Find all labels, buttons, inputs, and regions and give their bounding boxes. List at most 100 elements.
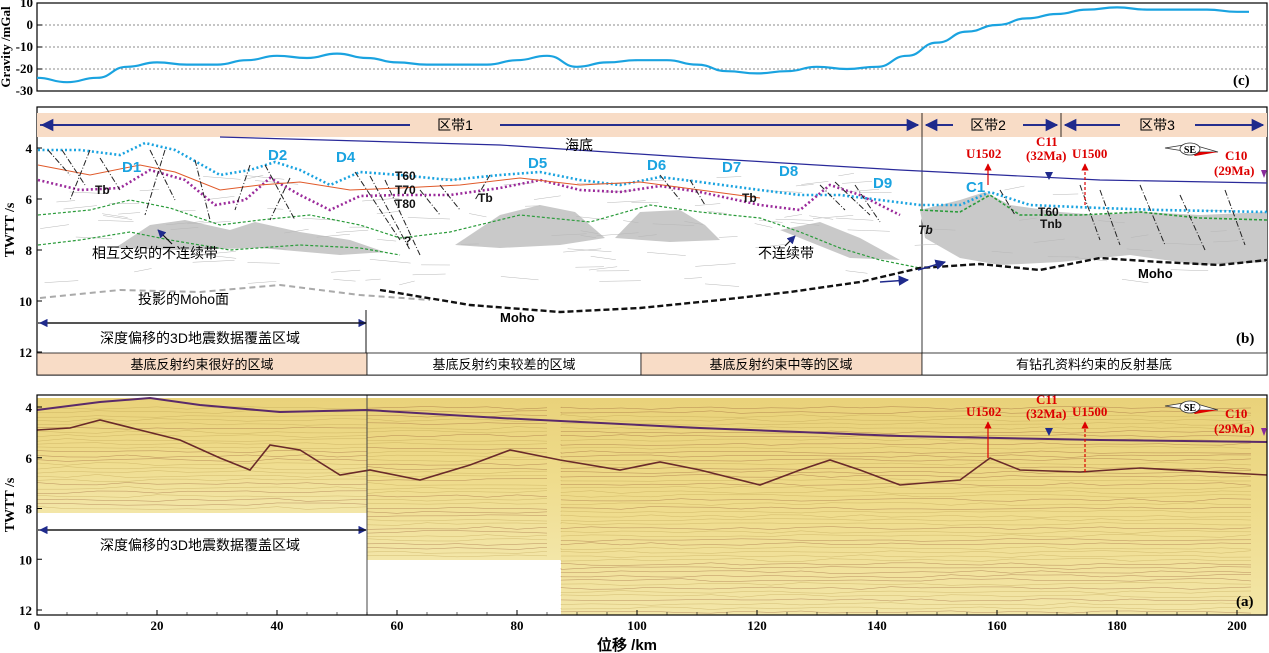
hatch-line xyxy=(754,223,773,228)
hatch-line xyxy=(1213,240,1239,243)
seismic-reflector-line xyxy=(560,578,1252,582)
seismic-reflector-line xyxy=(560,410,1252,414)
seismic-basement-reflector xyxy=(36,419,1268,486)
gravity-ytick-label: 0 xyxy=(27,17,34,32)
seismic-reflector-line xyxy=(560,414,1252,418)
hatch-line xyxy=(847,229,890,232)
projected-moho-label: 投影的Moho面 xyxy=(138,291,229,307)
compass-label-b: SE xyxy=(1184,145,1197,156)
horizon-green-2 xyxy=(37,231,401,256)
hatch-line xyxy=(365,278,381,281)
hatch-line xyxy=(843,189,880,193)
seismic-reflector-line xyxy=(366,422,548,425)
hatch-line xyxy=(1162,242,1202,246)
dome-label-d5: D5 xyxy=(528,155,547,172)
seafloor-line xyxy=(219,136,1268,184)
hatch-line xyxy=(933,228,956,231)
hatch-line xyxy=(1170,269,1209,272)
well-label-c11: C11 xyxy=(1036,134,1058,149)
hatch-line xyxy=(103,215,133,220)
seismic-reflector-line xyxy=(560,490,1252,494)
hatch-line xyxy=(812,215,854,219)
seismic-reflector-line xyxy=(36,458,368,462)
seismic-reflector-line xyxy=(36,498,368,502)
seismic-reflector-line xyxy=(36,466,368,470)
seismic-reflector-line xyxy=(560,510,1252,514)
seismic-reflector-line xyxy=(560,434,1252,438)
constraint-poor-label: 基底反射约束较差的区域 xyxy=(432,357,575,372)
seismic-frame xyxy=(36,394,1268,616)
constraint-good-label: 基底反射约束很好的区域 xyxy=(130,357,273,372)
seismic-block-3 xyxy=(561,398,1267,615)
hatch-line xyxy=(795,184,814,187)
seismic-ytick-label: 10 xyxy=(19,552,32,567)
seismic-panel-label: (a) xyxy=(1236,594,1254,610)
x-tick-label: 80 xyxy=(511,618,524,633)
seismic-reflector-line xyxy=(366,554,548,558)
hatch-line xyxy=(369,259,411,264)
x-tick-label: 60 xyxy=(391,618,404,633)
seismic-reflector-line xyxy=(366,478,548,482)
dome-label-d7: D7 xyxy=(722,159,741,176)
hatch-line xyxy=(203,254,237,259)
seismic-reflector-line xyxy=(36,482,368,486)
interpretation-ylabel: TWTT /s xyxy=(3,202,18,257)
hatch-line xyxy=(192,260,235,263)
seismic-reflector-line xyxy=(366,463,548,466)
seismic-reflector-line xyxy=(560,474,1252,478)
seismic-reflector-line xyxy=(366,519,548,522)
hatch-line xyxy=(134,268,152,273)
zone2-label: 区带2 xyxy=(970,117,1006,133)
x-tick-label: 100 xyxy=(627,618,647,633)
horizon-label-t60-2: T60 xyxy=(1038,205,1059,219)
seismic-yticks: 4 6 8 10 12 xyxy=(19,400,42,618)
seismic-reflector-line xyxy=(36,430,368,434)
interpretation-yticks: 4 6 8 10 12 xyxy=(19,141,42,360)
zone3-label-bg xyxy=(1120,116,1195,134)
seismic-reflector-line xyxy=(36,490,368,494)
hatch-line xyxy=(118,212,141,215)
seismic-reflector-line xyxy=(36,415,368,418)
hatch-line xyxy=(254,180,299,185)
hatch-line xyxy=(56,200,76,203)
hatch-line xyxy=(835,217,874,221)
hatch-line xyxy=(170,227,199,230)
seismic-reflector-line xyxy=(560,550,1252,554)
seismic-reflector-line xyxy=(560,582,1252,586)
hatch-line xyxy=(576,216,608,220)
seismic-reflector-line xyxy=(366,538,548,542)
seismic-reflector-line xyxy=(560,558,1252,562)
dome-label-d9: D9 xyxy=(873,175,892,192)
hatch-line xyxy=(596,232,639,237)
interpretation-panel-label: (b) xyxy=(1236,331,1254,347)
seismic-reflector-line xyxy=(560,546,1252,550)
seismic-reflector-line xyxy=(560,438,1252,442)
seismic-reflector-line xyxy=(560,446,1252,450)
seismic-reflector-line xyxy=(560,426,1252,430)
hatch-line xyxy=(1033,238,1065,243)
hatch-line xyxy=(790,222,820,226)
seafloor-label: 海底 xyxy=(565,137,593,153)
hatch-line xyxy=(1121,279,1149,284)
seismic-reflector-line xyxy=(560,542,1252,546)
seismic-reflector-line xyxy=(366,426,548,430)
seismic-well-label-u1502: U1502 xyxy=(966,404,1001,419)
hatch-line xyxy=(755,244,786,248)
hatch-line xyxy=(63,205,97,210)
seismic-reflector-line xyxy=(36,462,368,466)
interwoven-zone-arrow xyxy=(157,229,173,245)
gravity-panel-label: (c) xyxy=(1233,73,1250,89)
coverage-label-bg-b xyxy=(80,329,320,347)
hatch-line xyxy=(284,228,309,234)
seismic-well-label-c11: C11 xyxy=(1036,392,1058,407)
x-tick-label: 160 xyxy=(987,618,1007,633)
horizon-label-tb-2: Tb xyxy=(478,191,493,205)
discontinuous-zone-label: 不连续带 xyxy=(758,245,814,261)
seismic-reflector-line xyxy=(36,494,368,498)
seismic-reflector-line xyxy=(36,406,368,410)
x-tick-label: 20 xyxy=(151,618,164,633)
x-axis: 0 20 40 60 80 100 120 140 160 180 200 xyxy=(34,610,1247,633)
x-tick-label: 40 xyxy=(271,618,284,633)
hatch-line xyxy=(563,248,602,253)
